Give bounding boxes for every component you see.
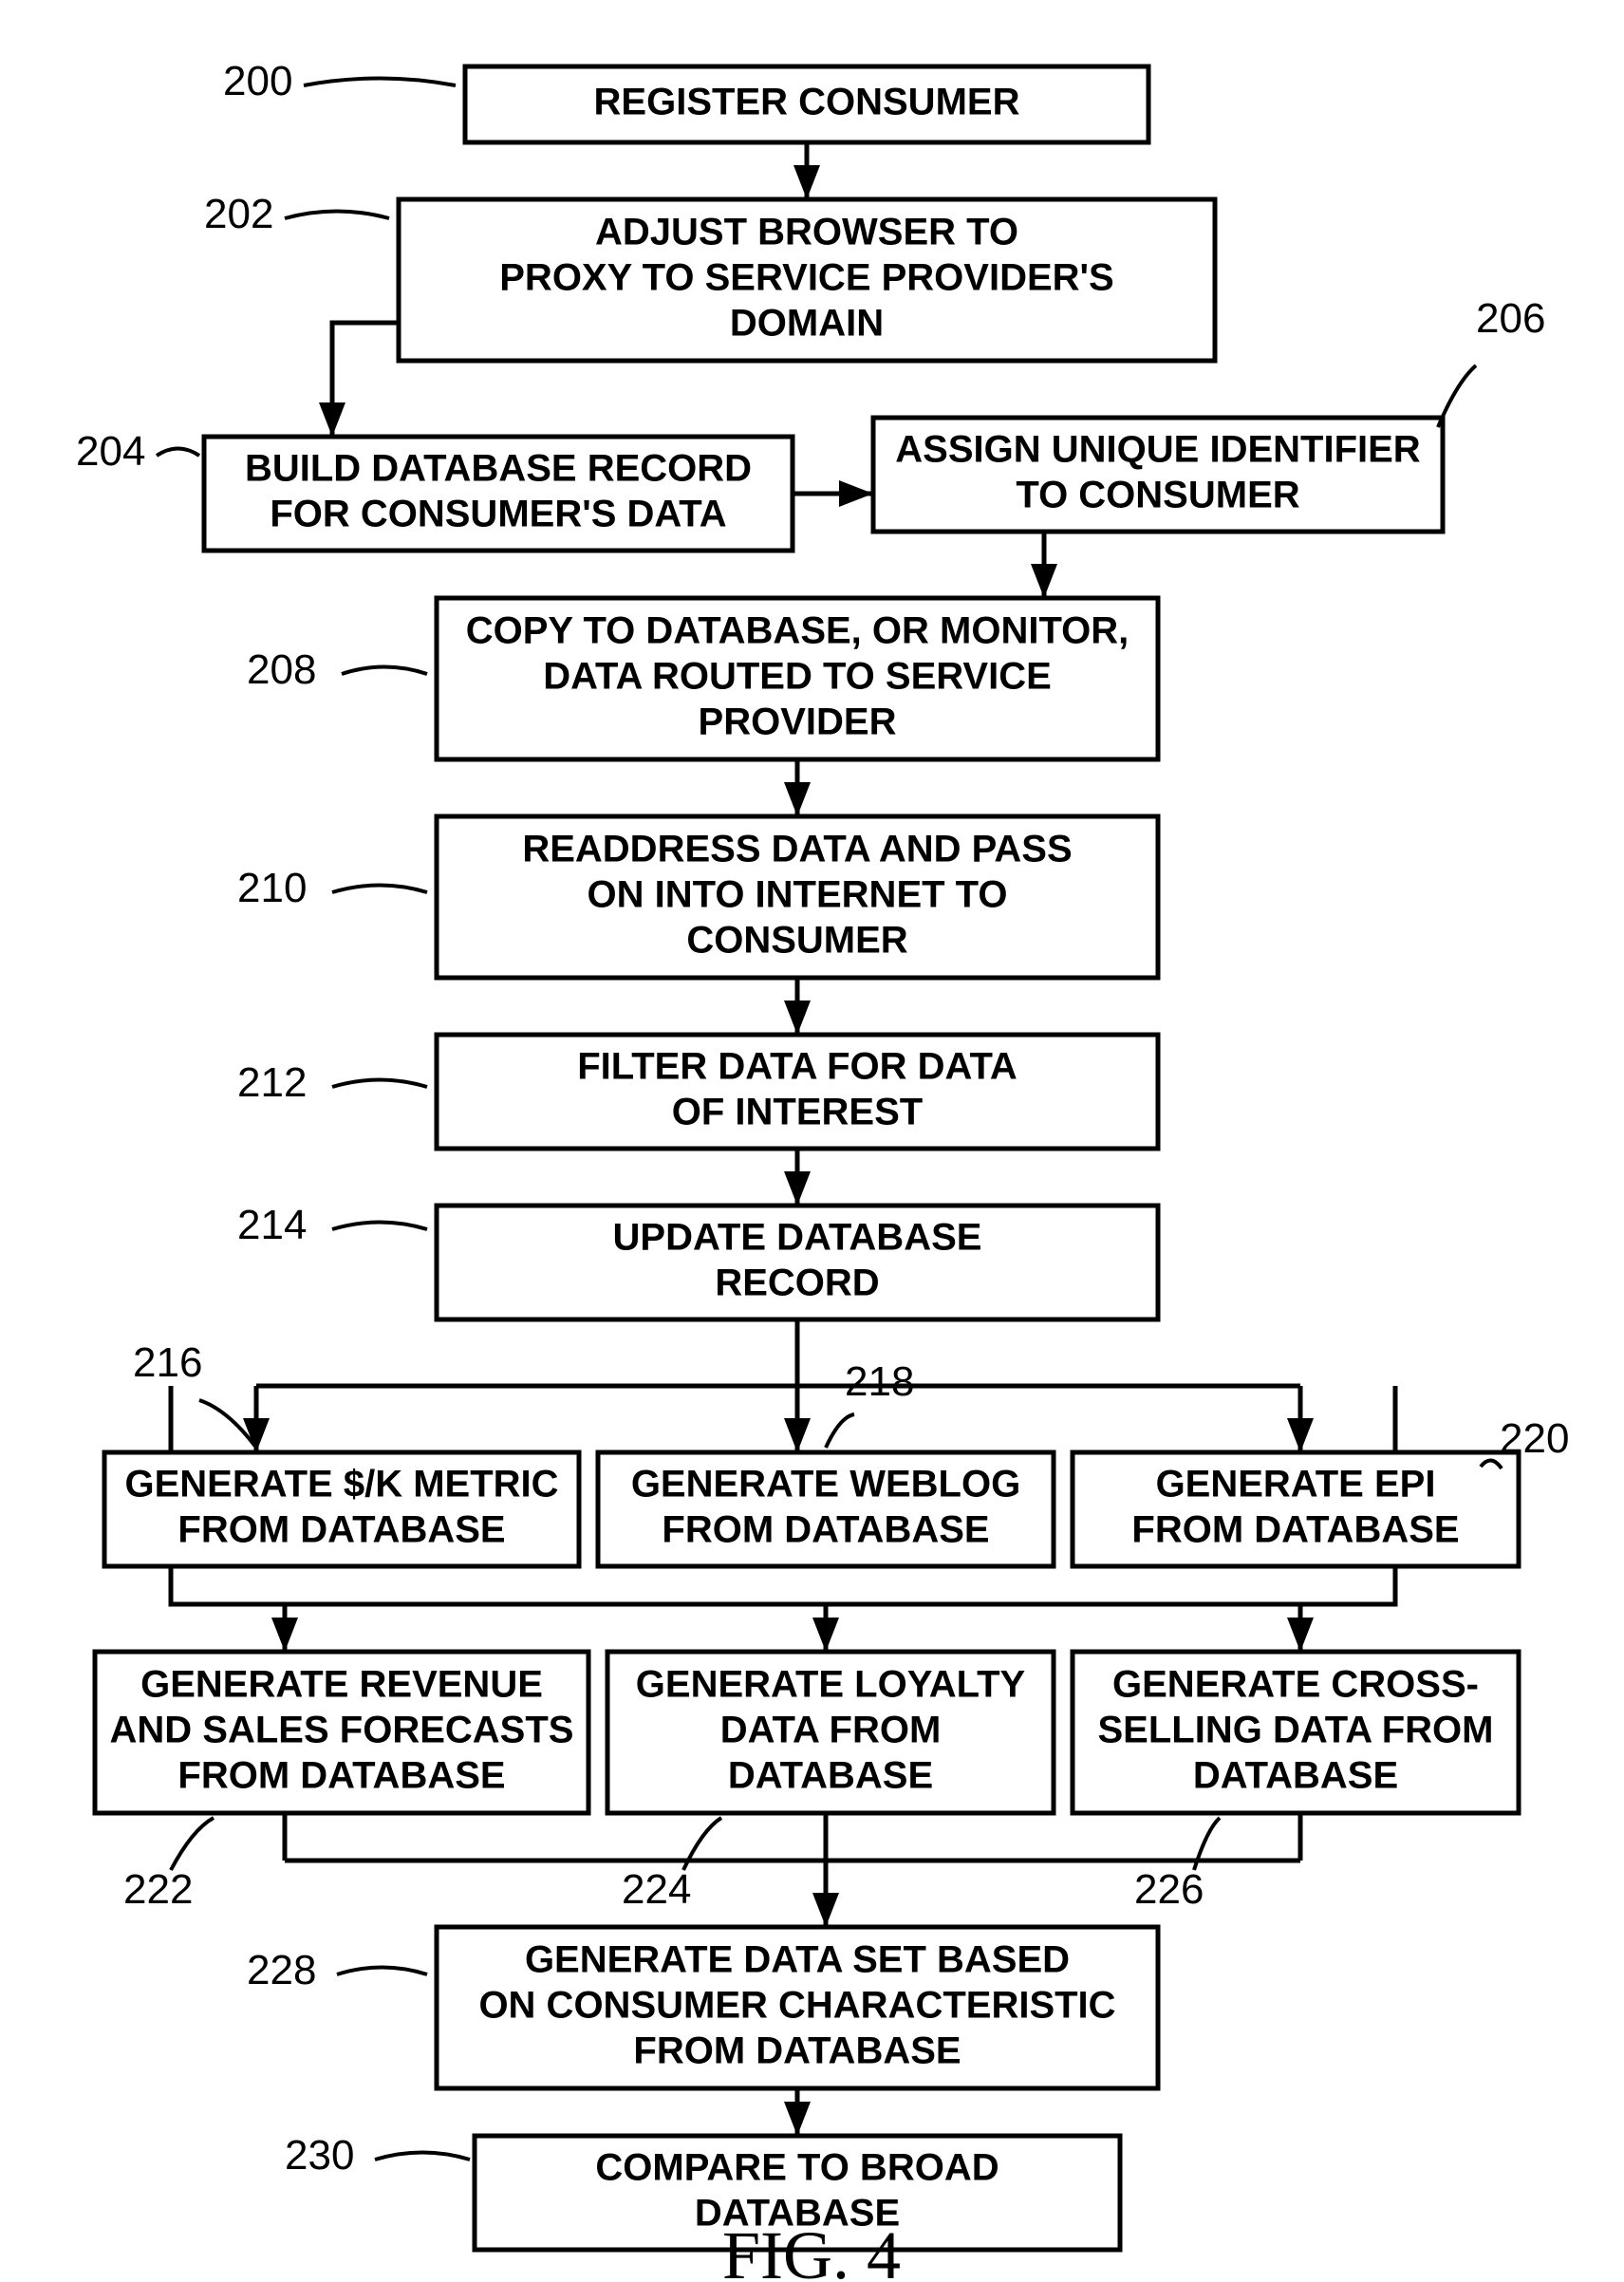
arrow-head-icon xyxy=(839,480,873,507)
ref-label-200: 200 xyxy=(223,58,292,104)
flow-node-212: FILTER DATA FOR DATAOF INTEREST 212 xyxy=(237,1035,1158,1149)
arrow-head-icon xyxy=(812,1893,839,1927)
arrow-head-icon xyxy=(271,1618,298,1652)
node-text: TO CONSUMER xyxy=(1016,475,1299,516)
edge xyxy=(332,323,399,437)
arrow-head-icon xyxy=(319,402,345,437)
node-text: FROM DATABASE xyxy=(177,1755,505,1797)
node-text: ON CONSUMER CHARACTERISTIC xyxy=(478,1985,1115,2027)
flow-node-226: GENERATE CROSS-SELLING DATA FROMDATABASE… xyxy=(1073,1652,1519,1913)
flow-node-222: GENERATE REVENUEAND SALES FORECASTSFROM … xyxy=(95,1652,588,1913)
flow-node-228: GENERATE DATA SET BASEDON CONSUMER CHARA… xyxy=(247,1927,1158,2088)
node-text: READDRESS DATA AND PASS xyxy=(522,829,1072,870)
ref-label-208: 208 xyxy=(247,646,316,693)
node-text: OF INTEREST xyxy=(672,1092,923,1133)
node-text: BUILD DATABASE RECORD xyxy=(245,448,752,490)
node-text: GENERATE WEBLOG xyxy=(631,1464,1020,1506)
arrow-head-icon xyxy=(784,1001,811,1035)
node-text: ON INTO INTERNET TO xyxy=(588,874,1008,916)
leader-line xyxy=(285,212,389,219)
node-text: UPDATE DATABASE xyxy=(613,1217,982,1259)
leader-line xyxy=(332,1223,427,1230)
flow-node-204: BUILD DATABASE RECORDFOR CONSUMER'S DATA… xyxy=(76,428,793,551)
ref-label-220: 220 xyxy=(1500,1415,1569,1462)
node-text: GENERATE CROSS- xyxy=(1112,1664,1479,1706)
leader-line xyxy=(337,1968,427,1975)
ref-label-210: 210 xyxy=(237,865,307,911)
arrow-head-icon xyxy=(784,2102,811,2136)
ref-label-218: 218 xyxy=(845,1358,914,1405)
node-text: AND SALES FORECASTS xyxy=(110,1710,574,1751)
node-text: ADJUST BROWSER TO xyxy=(595,212,1018,253)
arrow-head-icon xyxy=(1031,564,1057,598)
flow-node-216: GENERATE $/K METRICFROM DATABASE 216 xyxy=(104,1339,579,1566)
node-text: FROM DATABASE xyxy=(177,1509,505,1551)
leader-line xyxy=(332,1080,427,1088)
node-text: FILTER DATA FOR DATA xyxy=(577,1046,1017,1088)
leader-line xyxy=(171,1818,214,1870)
node-text: DOMAIN xyxy=(730,303,884,345)
node-text: GENERATE LOYALTY xyxy=(636,1664,1026,1706)
node-text: PROXY TO SERVICE PROVIDER'S xyxy=(499,257,1113,299)
node-text: GENERATE $/K METRIC xyxy=(124,1464,558,1506)
node-text: PROVIDER xyxy=(699,701,897,743)
ref-label-230: 230 xyxy=(285,2132,354,2179)
node-text: DATA FROM xyxy=(720,1710,942,1751)
ref-label-212: 212 xyxy=(237,1059,307,1106)
flow-node-218: GENERATE WEBLOGFROM DATABASE 218 xyxy=(598,1358,1054,1566)
node-text: FROM DATABASE xyxy=(662,1509,989,1551)
node-text: DATABASE xyxy=(728,1755,933,1797)
arrow-head-icon xyxy=(784,1418,811,1452)
flow-node-220: GENERATE EPIFROM DATABASE 220 xyxy=(1073,1415,1569,1566)
node-text: RECORD xyxy=(715,1263,879,1304)
node-text: ASSIGN UNIQUE IDENTIFIER xyxy=(895,429,1420,471)
node-text: FOR CONSUMER'S DATA xyxy=(270,494,726,535)
arrow-head-icon xyxy=(1287,1418,1314,1452)
node-text: COMPARE TO BROAD xyxy=(595,2147,999,2189)
node-text: DATA ROUTED TO SERVICE xyxy=(543,656,1052,698)
node-text: FROM DATABASE xyxy=(633,2030,961,2072)
flow-node-208: COPY TO DATABASE, OR MONITOR,DATA ROUTED… xyxy=(247,598,1158,759)
leader-line xyxy=(375,2153,470,2160)
leader-line xyxy=(157,449,199,457)
flow-node-202: ADJUST BROWSER TOPROXY TO SERVICE PROVID… xyxy=(204,191,1215,361)
node-text: CONSUMER xyxy=(686,920,907,962)
arrow-head-icon xyxy=(793,165,820,199)
ref-label-216: 216 xyxy=(133,1339,202,1386)
flow-node-224: GENERATE LOYALTYDATA FROMDATABASE 224 xyxy=(607,1652,1054,1913)
flow-node-214: UPDATE DATABASERECORD 214 xyxy=(237,1202,1158,1319)
node-text: SELLING DATA FROM xyxy=(1098,1710,1494,1751)
arrow-head-icon xyxy=(812,1618,839,1652)
flow-node-230: COMPARE TO BROADDATABASE230 xyxy=(285,2132,1120,2250)
node-text: GENERATE DATA SET BASED xyxy=(525,1939,1070,1981)
node-text: FROM DATABASE xyxy=(1131,1509,1459,1551)
arrow-head-icon xyxy=(784,782,811,816)
flowchart-canvas: REGISTER CONSUMER200ADJUST BROWSER TOPRO… xyxy=(0,0,1624,2282)
ref-label-204: 204 xyxy=(76,428,145,475)
ref-label-202: 202 xyxy=(204,191,273,237)
ref-label-224: 224 xyxy=(622,1866,691,1913)
node-text: COPY TO DATABASE, OR MONITOR, xyxy=(466,610,1129,652)
arrow-head-icon xyxy=(1287,1618,1314,1652)
flow-node-210: READDRESS DATA AND PASSON INTO INTERNET … xyxy=(237,816,1158,978)
leader-line xyxy=(332,886,427,893)
ref-label-222: 222 xyxy=(123,1866,193,1913)
node-text: DATABASE xyxy=(1193,1755,1398,1797)
ref-label-206: 206 xyxy=(1476,295,1545,342)
ref-label-226: 226 xyxy=(1134,1866,1204,1913)
node-text: GENERATE REVENUE xyxy=(140,1664,543,1706)
node-text: GENERATE EPI xyxy=(1156,1464,1436,1506)
leader-line xyxy=(304,79,456,86)
flow-node-200: REGISTER CONSUMER 200 xyxy=(223,58,1148,142)
figure-caption: FIG. 4 xyxy=(722,2217,901,2282)
leader-line xyxy=(1438,365,1476,427)
leader-line xyxy=(826,1414,854,1448)
node-text: REGISTER CONSUMER xyxy=(594,82,1020,123)
ref-label-228: 228 xyxy=(247,1947,316,1993)
leader-line xyxy=(342,667,427,675)
ref-label-214: 214 xyxy=(237,1202,307,1248)
arrow-head-icon xyxy=(784,1171,811,1206)
